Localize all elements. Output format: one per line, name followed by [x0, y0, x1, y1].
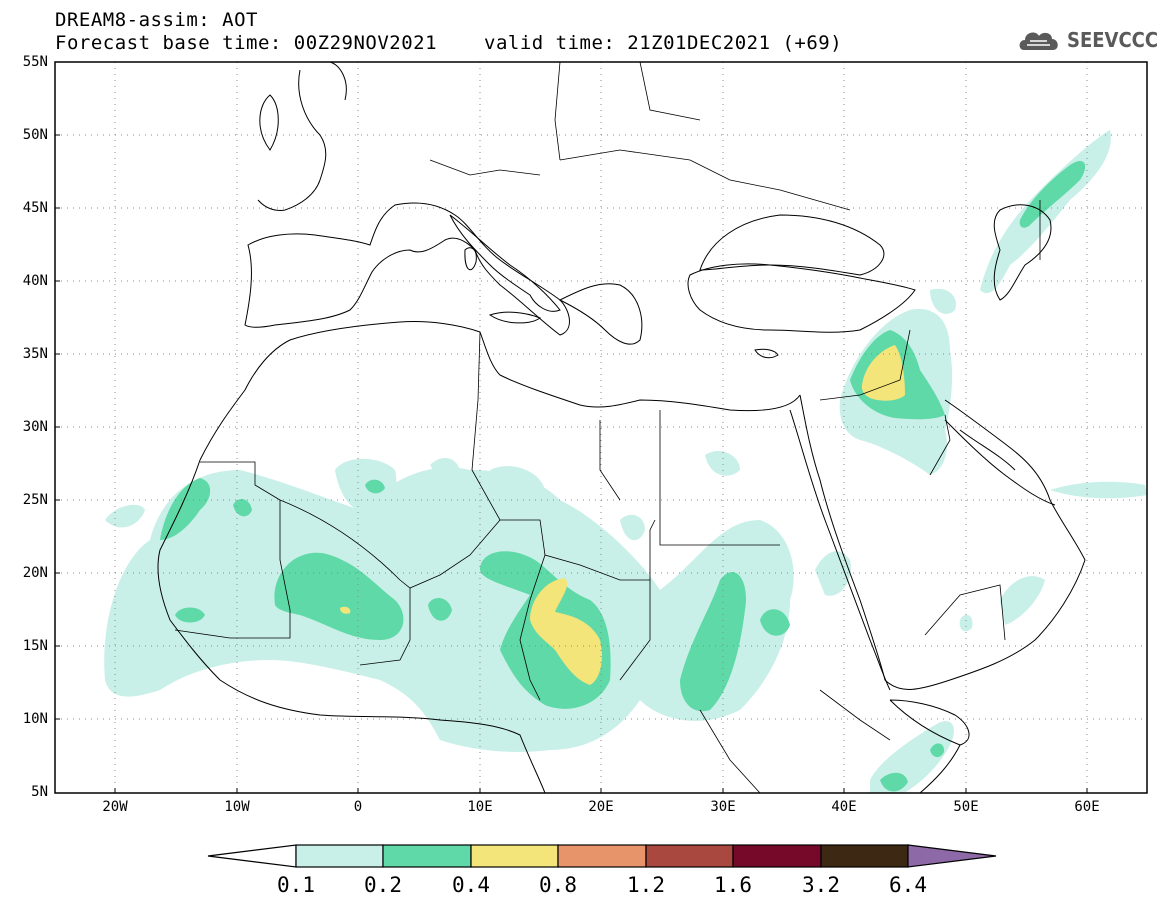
aot-shading-high	[340, 345, 905, 685]
lat-label: 40N	[22, 273, 48, 289]
lat-label: 50N	[22, 127, 48, 143]
lon-label: 10E	[467, 799, 493, 815]
colorbar-label: 0.1	[277, 873, 315, 897]
lon-label: 10W	[224, 799, 250, 815]
lat-label: 15N	[22, 638, 48, 654]
lon-label: 50E	[953, 799, 979, 815]
colorbar-label: 1.2	[627, 873, 665, 897]
colorbar-label: 3.2	[802, 873, 840, 897]
lat-label: 5N	[31, 784, 48, 800]
lon-label: 30E	[710, 799, 736, 815]
borders	[174, 62, 1041, 793]
lon-label: 0	[353, 799, 363, 815]
coastlines	[157, 62, 1086, 793]
lat-label: 35N	[22, 346, 48, 362]
lon-label: 40E	[831, 799, 857, 815]
cloud-icon	[1019, 32, 1058, 50]
lon-label: 60E	[1074, 799, 1100, 815]
lon-label: 20E	[588, 799, 614, 815]
colorbar-label: 0.4	[452, 873, 490, 897]
lat-label: 55N	[22, 54, 48, 70]
lon-label: 20W	[102, 799, 128, 815]
lat-label: 45N	[22, 200, 48, 216]
valid-time: valid time: 21Z01DEC2021 (+69)	[484, 32, 843, 54]
colorbar-label: 0.2	[364, 873, 402, 897]
lat-label: 30N	[22, 419, 48, 435]
colorbar-label: 1.6	[714, 873, 752, 897]
axis-ticks	[55, 134, 1088, 793]
colorbar-label: 0.8	[539, 873, 577, 897]
forecast-base-time: Forecast base time: 00Z29NOV2021	[55, 32, 438, 54]
lat-label: 20N	[22, 565, 48, 581]
lat-label: 25N	[22, 492, 48, 508]
aot-shading-low	[104, 130, 1147, 793]
colorbar-label: 6.4	[889, 873, 927, 897]
lat-label: 10N	[22, 711, 48, 727]
logo-text: SEEVCCC	[1067, 28, 1159, 52]
chart-title: DREAM8-assim: AOT	[55, 9, 258, 31]
